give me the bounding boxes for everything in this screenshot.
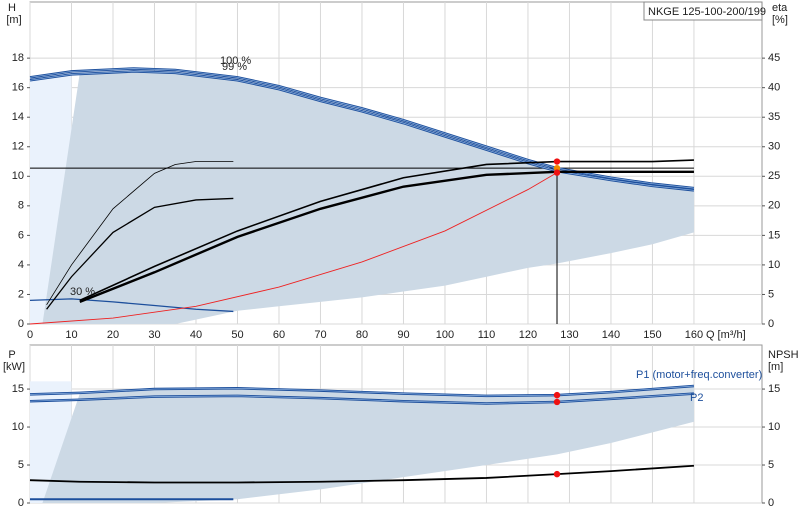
y-tick-label: 10 [12,170,24,182]
y-tick-label: 16 [12,82,24,94]
y2-tick-label: 25 [768,170,780,182]
curve [46,197,234,310]
x-tick-label: 160 [685,329,703,341]
curve [29,298,234,313]
x-axis-label: Q [m³/h] [706,329,746,341]
curve [46,161,234,306]
y2-tick-label: 0 [768,497,774,509]
x-tick-label: 100 [436,329,454,341]
operating-range [42,71,694,324]
y-tick-label: 4 [18,259,24,271]
y-tick-label: 0 [18,318,24,330]
x-tick-label: 110 [478,329,496,341]
curve [29,464,695,484]
y2-tick-label: 35 [768,111,780,123]
curve-highlight [29,71,694,191]
curve-highlight [29,385,694,397]
title-box [643,1,763,21]
duty-point [553,470,561,478]
y2-tick-label: 0 [768,318,774,330]
x-tick-label: 10 [65,329,77,341]
curve [79,170,694,303]
y2-axis-label: [m] [768,361,783,373]
y-tick-label: 0 [18,497,24,509]
x-tick-label: 130 [560,329,578,341]
x-tick-label: 140 [602,329,620,341]
y-tick-label: 15 [12,383,24,395]
x-tick-label: 70 [314,329,326,341]
x-tick-label: 0 [27,329,33,341]
y2-tick-label: 10 [768,259,780,271]
curve-label: P1 (motor+freq.converter) [636,369,762,381]
y-axis-label: [kW] [3,361,25,373]
y-tick-label: 10 [12,421,24,433]
y2-axis-label: NPSH [768,349,799,361]
y2-tick-label: 15 [768,229,780,241]
x-tick-label: 20 [107,329,119,341]
duty-point [553,164,561,172]
curve-label: 30 % [70,286,95,298]
x-tick-label: 150 [643,329,661,341]
duty-point [553,158,561,165]
y2-axis-label: [%] [772,14,788,26]
y-tick-label: 8 [18,200,24,212]
chart-title: NKGE 125-100-200/199 [648,6,766,18]
x-tick-label: 120 [519,329,537,341]
curve-highlight [29,393,694,404]
y2-tick-label: 5 [768,288,774,300]
operating-range [42,386,694,503]
y2-tick-label: 45 [768,52,780,64]
y2-tick-label: 10 [768,421,780,433]
y-tick-label: 6 [18,229,24,241]
duty-point [553,391,561,399]
x-tick-label: 80 [356,329,368,341]
y-axis-label: H [8,2,16,14]
y2-tick-label: 40 [768,82,780,94]
duty-point [553,398,561,406]
y2-axis-label: eta [772,2,788,14]
x-tick-label: 90 [397,329,409,341]
curve-label: 99 % [222,61,247,73]
y-axis-label: P [8,349,15,361]
curve [79,159,694,302]
y2-tick-label: 5 [768,459,774,471]
y-tick-label: 2 [18,288,24,300]
curve-label: P2 [690,392,703,404]
y-tick-label: 5 [18,459,24,471]
x-tick-label: 50 [231,329,243,341]
x-tick-label: 60 [273,329,285,341]
y2-tick-label: 15 [768,383,780,395]
y-axis-label: [m] [6,14,21,26]
curve [29,172,558,325]
x-tick-label: 30 [148,329,160,341]
curve-label: 100 % [220,55,251,67]
y2-tick-label: 30 [768,141,780,153]
x-tick-label: 40 [190,329,202,341]
y-tick-label: 18 [12,52,24,64]
y-tick-label: 14 [12,111,24,123]
duty-point [553,169,561,176]
y2-tick-label: 20 [768,200,780,212]
y-tick-label: 12 [12,141,24,153]
